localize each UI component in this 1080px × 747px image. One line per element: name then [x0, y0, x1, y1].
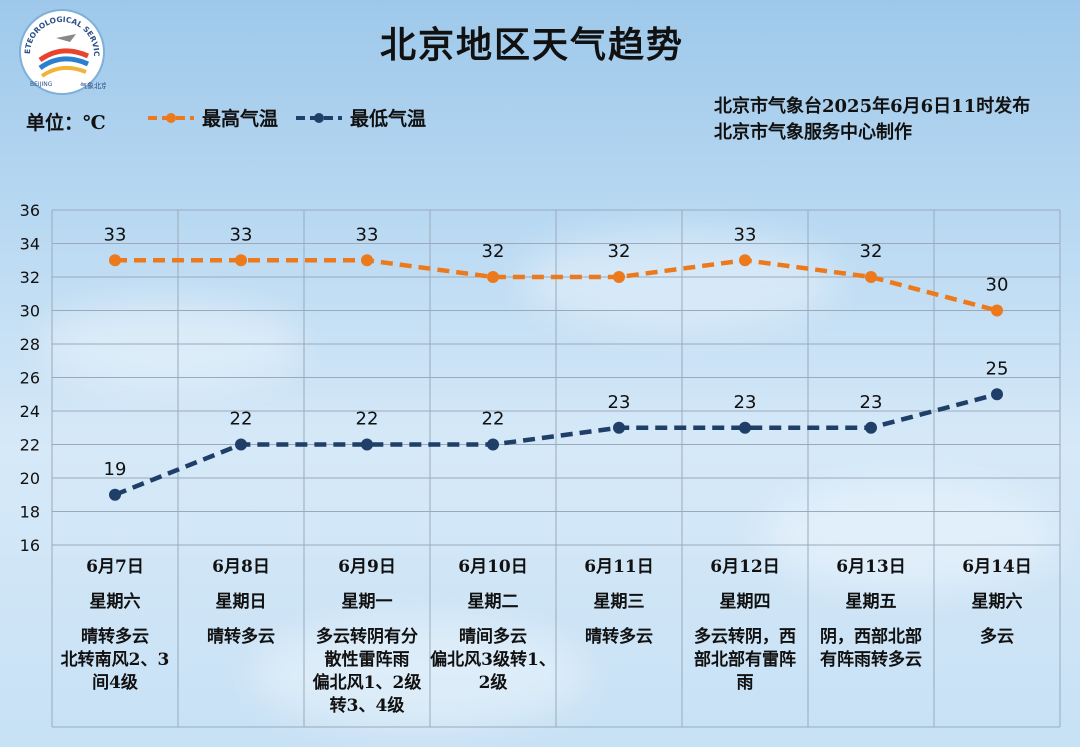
high-temp-data-label: 32 — [608, 241, 631, 262]
legend-high-label: 最高气温 — [202, 108, 279, 130]
forecast-column: 6月9日星期一多云转阴有分 散性雷阵雨 偏北风1、2级 转3、4级 — [304, 548, 430, 718]
svg-text:BEIJING: BEIJING — [30, 81, 53, 88]
low-temp-data-label: 23 — [860, 392, 883, 413]
high-temp-data-label: 30 — [986, 275, 1009, 296]
forecast-column: 6月12日星期四多云转阴，西 部北部有雷阵雨 — [682, 548, 808, 695]
low-temp-point — [991, 388, 1003, 401]
weekday-label: 星期四 — [719, 592, 771, 612]
issuer-line-2: 北京市气象服务中心制作 — [714, 122, 912, 143]
weather-description: 晴转多云 — [585, 627, 653, 647]
weather-description: 多云 — [980, 627, 1014, 647]
meteorological-service-logo: METEOROLOGICAL SERVICE 气象北京 BEIJING — [14, 1, 108, 96]
weekday-label: 星期一 — [341, 592, 393, 612]
x-tick-label: 6月12日 — [710, 557, 780, 577]
high-temp-data-label: 32 — [860, 241, 883, 262]
weekday-label: 星期三 — [593, 592, 645, 612]
x-tick-label: 6月11日 — [584, 557, 654, 577]
forecast-column: 6月8日星期日晴转多云 — [178, 548, 304, 649]
forecast-column: 6月10日星期二晴间多云 偏北风3级转1、 2级 — [430, 548, 556, 695]
y-tick-label: 34 — [20, 235, 40, 254]
x-tick-label: 6月14日 — [962, 557, 1032, 577]
legend-high-swatch — [148, 112, 194, 123]
x-tick-label: 6月8日 — [212, 557, 270, 577]
x-tick-label: 6月7日 — [86, 557, 144, 577]
forecast-column: 6月7日星期六晴转多云 北转南风2、3 间4级 — [52, 548, 178, 695]
low-temp-data-label: 22 — [482, 409, 505, 430]
high-temp-data-label: 33 — [734, 224, 757, 245]
high-temp-line — [115, 258, 998, 313]
legend-low: 最低气温 — [294, 104, 426, 131]
y-tick-label: 16 — [20, 536, 40, 555]
low-temp-point — [361, 438, 373, 451]
weather-description: 多云转阴，西 部北部有雷阵雨 — [694, 627, 796, 693]
y-tick-label: 24 — [20, 402, 40, 421]
weekday-label: 星期六 — [971, 592, 1023, 612]
issuer-info: 北京市气象台2025年6月6日11时发布 北京市气象服务中心制作 — [714, 94, 1030, 146]
x-tick-label: 6月13日 — [836, 557, 906, 577]
high-temp-point — [739, 254, 751, 267]
high-temp-point — [109, 254, 121, 267]
weekday-label: 星期日 — [215, 592, 267, 612]
weather-description: 多云转阴有分 散性雷阵雨 偏北风1、2级 转3、4级 — [312, 627, 422, 716]
high-temp-point — [613, 271, 625, 283]
y-tick-label: 36 — [20, 201, 40, 220]
weekday-label: 星期五 — [845, 592, 897, 612]
unit-label: 单位：℃ — [26, 112, 106, 134]
x-tick-label: 6月10日 — [458, 557, 528, 577]
low-temp-line — [114, 392, 998, 497]
high-temp-point — [235, 254, 247, 267]
forecast-column: 6月14日星期六多云 — [934, 548, 1060, 649]
low-temp-data-label: 23 — [608, 392, 631, 413]
forecast-column: 6月13日星期五阴，西部北部 有阵雨转多云 — [808, 548, 934, 672]
high-temp-point — [865, 271, 877, 283]
weather-description: 晴间多云 偏北风3级转1、 2级 — [430, 627, 556, 693]
weekday-label: 星期二 — [467, 592, 519, 612]
high-temp-data-label: 33 — [230, 224, 253, 245]
low-temp-point — [109, 488, 121, 501]
high-temp-data-label: 33 — [104, 224, 127, 245]
weather-description: 晴转多云 — [207, 627, 275, 647]
low-temp-point — [865, 421, 877, 434]
page-title: 北京地区天气趋势 — [379, 24, 684, 66]
weather-description: 晴转多云 北转南风2、3 间4级 — [60, 627, 170, 693]
high-temp-data-label: 32 — [482, 241, 505, 262]
weather-description: 阴，西部北部 有阵雨转多云 — [820, 627, 922, 670]
legend-low-swatch — [296, 112, 342, 123]
low-temp-data-label: 19 — [104, 459, 127, 480]
low-temp-point — [613, 421, 625, 434]
issuer-line-1: 北京市气象台2025年6月6日11时发布 — [714, 96, 1031, 117]
low-temp-data-label: 23 — [734, 392, 757, 413]
high-temp-data-label: 33 — [356, 224, 379, 245]
high-temp-point — [991, 304, 1003, 317]
legend-high: 最高气温 — [146, 104, 278, 131]
legend-low-label: 最低气温 — [350, 108, 427, 130]
low-temp-data-label: 25 — [986, 358, 1009, 379]
y-tick-label: 18 — [20, 503, 40, 522]
forecast-column: 6月11日星期三晴转多云 — [556, 548, 682, 649]
high-temp-point — [487, 271, 499, 283]
y-tick-label: 28 — [20, 335, 40, 354]
y-tick-label: 26 — [20, 369, 40, 388]
svg-text:气象北京: 气象北京 — [80, 81, 106, 90]
y-tick-label: 30 — [20, 302, 40, 321]
y-tick-label: 32 — [20, 268, 40, 287]
low-temp-point — [487, 438, 499, 451]
low-temp-point — [235, 438, 247, 451]
y-tick-label: 22 — [20, 436, 40, 455]
x-tick-label: 6月9日 — [338, 557, 396, 577]
low-temp-data-label: 22 — [230, 409, 253, 430]
weekday-label: 星期六 — [89, 592, 141, 612]
y-tick-label: 20 — [20, 469, 40, 488]
background-cloud — [250, 620, 590, 730]
high-temp-point — [361, 254, 373, 267]
background-cloud — [760, 480, 1060, 590]
background-cloud — [520, 230, 840, 330]
low-temp-data-label: 22 — [356, 409, 379, 430]
low-temp-point — [739, 421, 751, 434]
background-cloud — [40, 300, 300, 390]
